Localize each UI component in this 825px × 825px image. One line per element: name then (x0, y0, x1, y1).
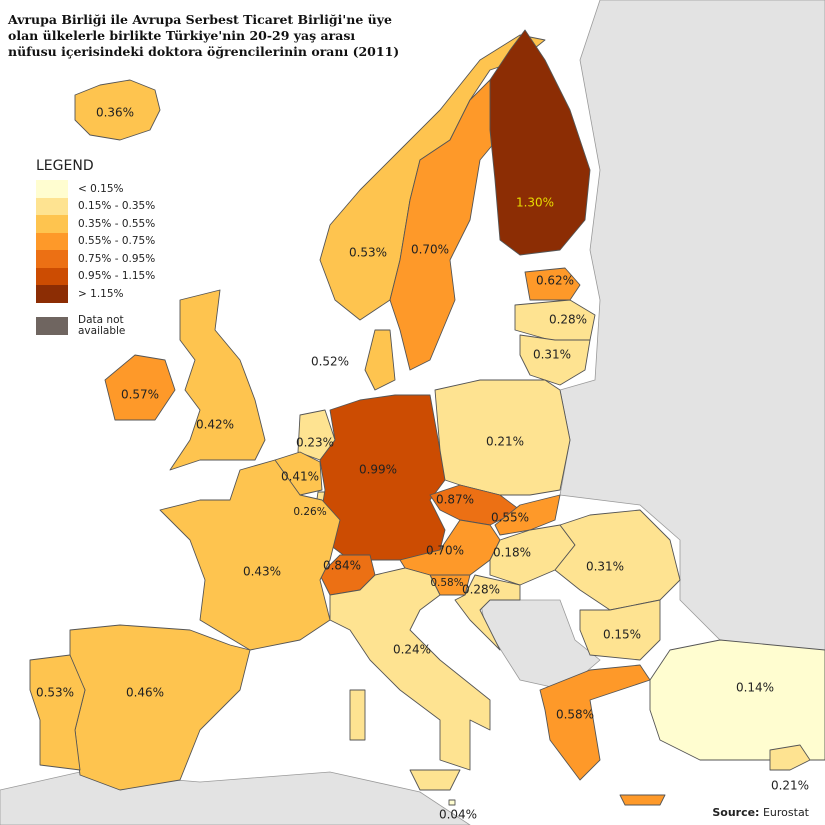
value-label-greece: 0.58% (556, 708, 594, 722)
source-note: Source: Eurostat (712, 806, 809, 819)
legend-label: 0.55% - 0.75% (78, 235, 156, 248)
value-label-croatia: 0.28% (462, 583, 500, 597)
legend-swatch (36, 267, 68, 285)
country-cyprus (769, 744, 811, 771)
country-spain (69, 624, 251, 791)
value-labels: 0.36% 0.53% 0.70% 1.30% 0.62% 0.28% 0.31% 0.52%… (36, 106, 809, 822)
country-france (159, 459, 341, 651)
legend-swatch (36, 285, 68, 303)
countries-layer (29, 29, 825, 806)
value-label-ireland: 0.57% (121, 388, 159, 402)
country-italy (329, 567, 491, 771)
country-croatia (454, 574, 521, 651)
legend-label: < 0.15% (78, 182, 124, 195)
country-bulgaria (579, 599, 661, 661)
country-finland (489, 29, 591, 256)
legend-label: 0.75% - 0.95% (78, 252, 156, 265)
country-ireland (104, 354, 176, 421)
legend-heading: LEGEND (36, 158, 94, 174)
legend-swatch (36, 197, 68, 215)
value-label-lithuania: 0.31% (533, 348, 571, 362)
country-portugal (29, 654, 86, 771)
legend-label: 0.95% - 1.15% (78, 270, 156, 283)
country-italy (409, 769, 461, 791)
legend-label: 0.15% - 0.35% (78, 200, 156, 213)
non-member-land (0, 771, 471, 825)
country-greece (619, 794, 666, 806)
legend-item: > 1.15% (36, 285, 155, 303)
legend-label: 0.35% - 0.55% (78, 217, 156, 230)
country-malta (448, 799, 456, 806)
legend-not-available: Data not available (36, 313, 155, 337)
value-label-slovenia: 0.58% (430, 577, 463, 589)
country-romania (554, 509, 681, 611)
value-label-switzerland: 0.84% (323, 559, 361, 573)
value-label-bulgaria: 0.15% (603, 628, 641, 642)
value-label-italy: 0.24% (393, 643, 431, 657)
country-italy (349, 689, 366, 741)
value-label-finland: 1.30% (516, 196, 554, 210)
legend-item: 0.95% - 1.15% (36, 267, 156, 285)
value-label-czechia: 0.87% (436, 493, 474, 507)
legend-swatch (36, 250, 68, 268)
map-title: Avrupa Birliği ile Avrupa Serbest Ticare… (8, 12, 400, 59)
legend-swatch (36, 215, 68, 233)
country-iceland (74, 79, 161, 141)
value-label-belgium: 0.41% (281, 470, 319, 484)
value-label-netherlands: 0.23% (296, 436, 334, 450)
value-label-latvia: 0.28% (549, 313, 587, 327)
legend-swatch (36, 232, 68, 250)
country-slovakia (494, 494, 561, 536)
value-label-cyprus: 0.21% (771, 779, 809, 793)
value-label-uk: 0.42% (196, 418, 234, 432)
country-uk (169, 289, 266, 471)
value-label-denmark: 0.52% (311, 355, 349, 369)
country-sweden (389, 79, 506, 371)
country-estonia (524, 267, 581, 301)
value-label-turkey: 0.14% (736, 681, 774, 695)
legend-item: 0.35% - 0.55% (36, 215, 155, 233)
value-label-luxembourg: 0.26% (293, 506, 326, 518)
value-label-slovakia: 0.55% (491, 511, 529, 525)
legend: LEGEND < 0.15% 0.15% - 0.35% 0.35% - 0.55%… (36, 158, 155, 337)
legend-item: < 0.15% (36, 180, 155, 198)
country-germany (319, 394, 446, 561)
legend-item: 0.55% - 0.75% (36, 232, 156, 250)
legend-label: > 1.15% (78, 287, 124, 300)
legend-item: 0.75% - 0.95% (36, 250, 155, 268)
country-greece (539, 664, 651, 781)
country-denmark (364, 329, 396, 391)
value-label-austria: 0.70% (426, 544, 464, 558)
value-label-hungary: 0.18% (493, 546, 531, 560)
legend-label-not-available: Data not available (78, 313, 126, 337)
value-label-spain: 0.46% (126, 686, 164, 700)
value-label-sweden: 0.70% (411, 243, 449, 257)
country-poland (434, 379, 571, 496)
source-value: Eurostat (762, 806, 809, 819)
value-label-poland: 0.21% (486, 435, 524, 449)
value-label-romania: 0.31% (586, 560, 624, 574)
source-label: Source: (712, 806, 760, 819)
value-label-portugal: 0.53% (36, 686, 74, 700)
legend-swatch (36, 180, 68, 198)
legend-swatch-not-available (36, 316, 68, 335)
country-turkey (649, 639, 825, 761)
legend-item: 0.15% - 0.35% (36, 197, 156, 215)
value-label-france: 0.43% (243, 565, 281, 579)
value-label-estonia: 0.62% (536, 274, 574, 288)
value-label-malta: 0.04% (439, 808, 477, 822)
country-lithuania (519, 334, 591, 386)
value-label-norway: 0.53% (349, 246, 387, 260)
value-label-iceland: 0.36% (96, 106, 134, 120)
value-label-germany: 0.99% (359, 463, 397, 477)
